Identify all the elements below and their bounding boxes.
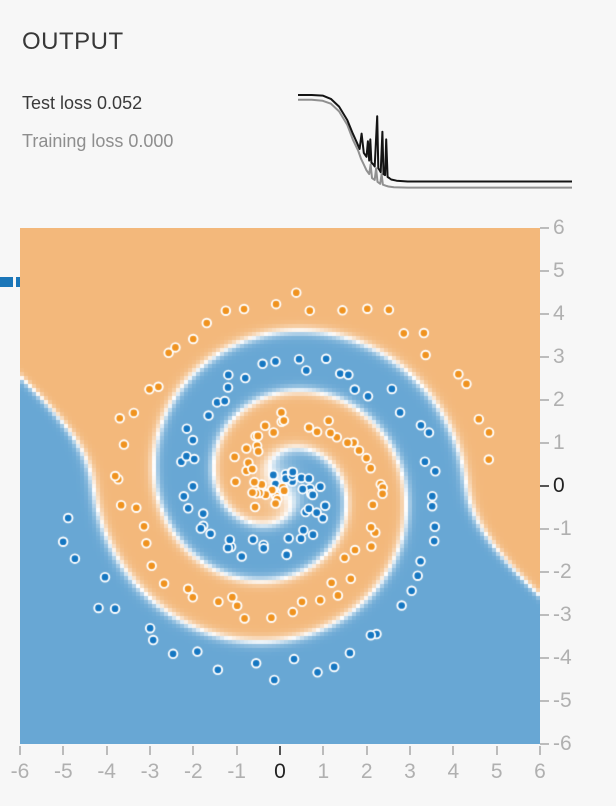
- x-axis-tick-label: -3: [140, 760, 160, 783]
- y-axis-tick: [540, 657, 549, 659]
- loss-series-training-loss: [298, 98, 572, 189]
- x-axis-tick-label: 1: [317, 760, 330, 783]
- y-axis-tick-label: 1: [553, 431, 565, 454]
- x-axis-tick-label: 2: [360, 760, 373, 783]
- y-axis-tick: [540, 571, 549, 573]
- y-axis-tick: [540, 270, 549, 272]
- x-axis-tick-label: -6: [10, 760, 30, 783]
- x-axis-tick: [149, 746, 151, 755]
- y-axis-tick-label: -6: [553, 732, 572, 755]
- y-axis-tick-label: 5: [553, 259, 565, 282]
- x-axis-tick-label: 4: [447, 760, 460, 783]
- y-axis-tick-label: 3: [553, 345, 565, 368]
- y-axis-tick: [540, 313, 549, 315]
- x-axis-tick: [409, 746, 411, 755]
- x-axis-tick: [192, 746, 195, 755]
- y-axis-tick-label: -4: [553, 646, 572, 669]
- y-axis-tick: [540, 700, 549, 702]
- x-axis-tick-label: -5: [53, 760, 73, 783]
- x-axis-tick-label: 3: [404, 760, 416, 783]
- training-loss-value: 0.000: [128, 131, 174, 151]
- x-axis-tick-label: 6: [534, 760, 546, 783]
- x-axis-tick-label: -4: [97, 760, 116, 783]
- loss-chart: [298, 94, 572, 189]
- test-loss-label: Test loss: [22, 93, 93, 113]
- x-axis-tick: [279, 746, 281, 755]
- loss-series-test-loss: [298, 94, 572, 183]
- training-loss-text: Training loss 0.000: [22, 131, 173, 152]
- x-axis-tick-label: -1: [227, 760, 246, 783]
- x-axis-tick-label: -2: [183, 760, 203, 783]
- decision-boundary-canvas: [20, 228, 540, 744]
- y-axis-tick-label: 6: [553, 216, 565, 239]
- x-axis-tick: [62, 746, 65, 755]
- y-axis-tick: [540, 485, 549, 487]
- x-axis-tick: [365, 746, 368, 755]
- y-axis-tick: [540, 442, 549, 444]
- x-axis-tick: [452, 746, 455, 755]
- y-axis-tick: [540, 743, 549, 745]
- x-axis-tick: [495, 746, 498, 755]
- y-axis-tick-label: -1: [553, 517, 572, 540]
- x-axis-tick: [539, 746, 541, 755]
- x-axis-tick-label: 0: [274, 760, 286, 783]
- panel-title: OUTPUT: [22, 28, 124, 55]
- y-axis-tick: [540, 227, 549, 229]
- training-loss-label: Training loss: [22, 131, 124, 151]
- y-axis-tick-label: -2: [553, 560, 572, 583]
- y-axis-tick: [540, 356, 549, 358]
- y-axis-tick-label: 4: [553, 302, 565, 325]
- y-axis-tick: [540, 528, 549, 530]
- weight-line: [0, 277, 13, 287]
- x-axis-tick: [105, 746, 108, 755]
- y-axis-tick-label: 2: [553, 388, 565, 411]
- weight-line-stub: [16, 277, 20, 287]
- y-axis-tick-label: 0: [553, 474, 565, 497]
- x-axis-tick: [235, 746, 238, 755]
- x-axis-tick-label: 5: [490, 760, 503, 783]
- y-axis-tick: [540, 614, 549, 616]
- test-loss-value: 0.052: [97, 93, 143, 113]
- y-axis-tick-label: -5: [553, 689, 572, 712]
- x-axis-tick: [322, 746, 325, 755]
- x-axis-tick: [19, 746, 21, 755]
- y-axis-tick: [540, 399, 549, 401]
- y-axis-tick-label: -3: [553, 603, 572, 626]
- test-loss-text: Test loss 0.052: [22, 93, 142, 114]
